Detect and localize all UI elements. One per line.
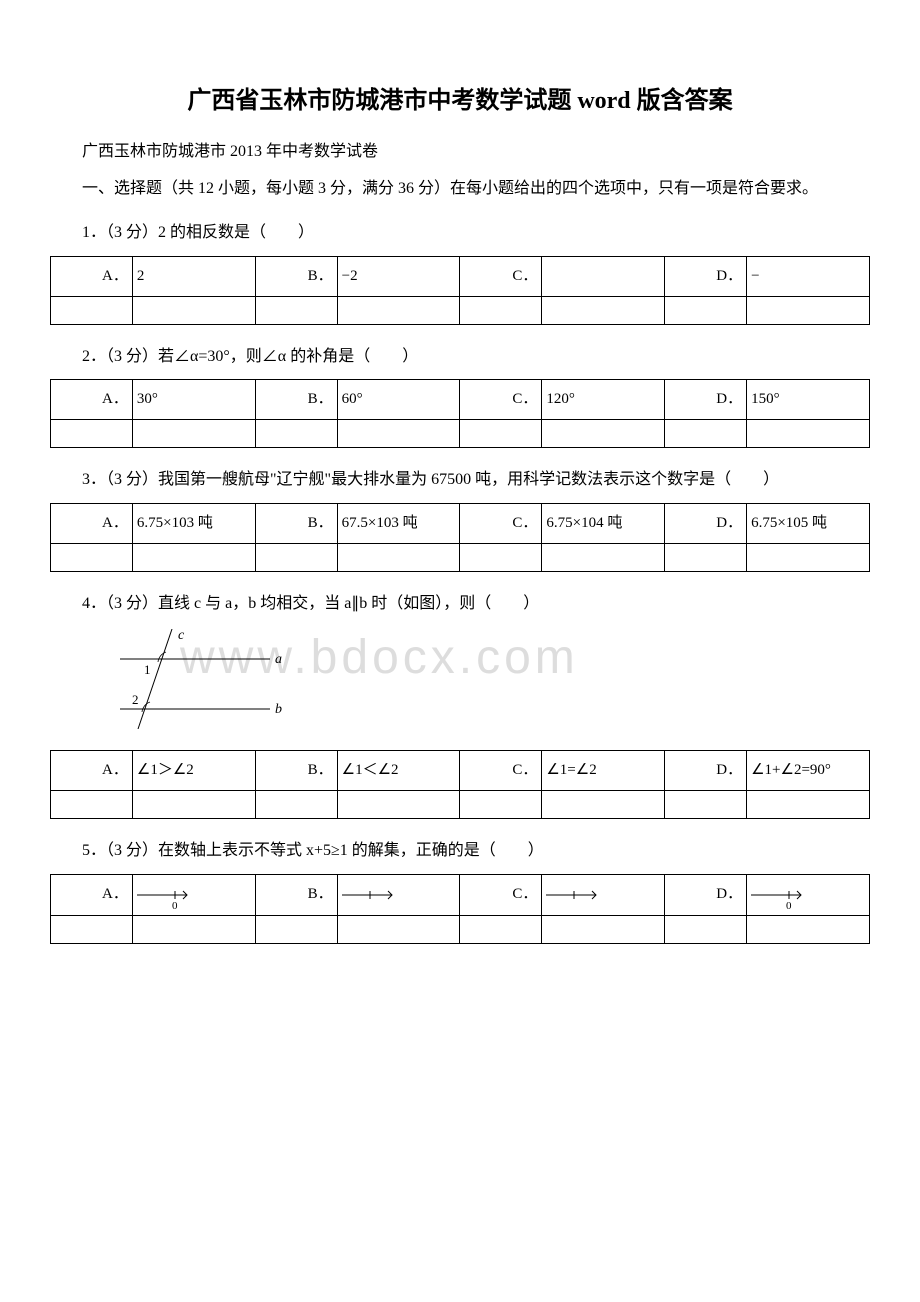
q4-label-D: D． [665, 750, 747, 790]
q4-figure: c a b 1 2 [110, 629, 870, 740]
label-angle1: 1 [144, 662, 151, 677]
q5-options-table: A． 0 B． C． D． [50, 874, 870, 944]
q1-opt-B: −2 [337, 256, 460, 296]
q5-label-C: C． [460, 874, 542, 915]
q1-opt-D: − [747, 256, 870, 296]
q1-label-B: B． [255, 256, 337, 296]
q3-label-C: C． [460, 504, 542, 544]
svg-text:0: 0 [172, 900, 178, 909]
q2-label-A: A． [51, 380, 133, 420]
numline-b-icon [342, 881, 397, 909]
q4-label-B: B． [255, 750, 337, 790]
label-angle2: 2 [132, 692, 139, 707]
section-heading: 一、选择题（共 12 小题，每小题 3 分，满分 36 分）在每小题给出的四个选… [50, 175, 870, 204]
q3-opt-B: 67.5×103 吨 [337, 504, 460, 544]
q3-opt-C: 6.75×104 吨 [542, 504, 665, 544]
numline-d-icon: 0 [751, 881, 806, 909]
q3-opt-A: 6.75×103 吨 [132, 504, 255, 544]
q4-opt-C: ∠1=∠2 [542, 750, 665, 790]
q5-label-B: B． [255, 874, 337, 915]
q1-label-C: C． [460, 256, 542, 296]
q3-opt-D: 6.75×105 吨 [747, 504, 870, 544]
q1-stem: 1．（3 分）2 的相反数是（ ） [50, 219, 870, 248]
q4-stem: 4．（3 分）直线 c 与 a，b 均相交，当 a∥b 时（如图），则（ ） [50, 590, 870, 619]
q1-options-table: A． 2 B． −2 C． D． − [50, 256, 870, 325]
q3-options-table: A． 6.75×103 吨 B． 67.5×103 吨 C． 6.75×104 … [50, 503, 870, 572]
q2-opt-A: 30° [132, 380, 255, 420]
q5-opt-B [337, 874, 460, 915]
q4-opt-B: ∠1＜∠2 [337, 750, 460, 790]
numline-a-icon: 0 [137, 881, 192, 909]
q4-opt-A: ∠1＞∠2 [132, 750, 255, 790]
q2-stem: 2．（3 分）若∠α=30°，则∠α 的补角是（ ） [50, 343, 870, 372]
q3-label-D: D． [665, 504, 747, 544]
q3-label-A: A． [51, 504, 133, 544]
q2-opt-B: 60° [337, 380, 460, 420]
svg-text:0: 0 [786, 900, 792, 909]
label-a: a [275, 652, 282, 667]
q4-label-C: C． [460, 750, 542, 790]
label-b: b [275, 702, 282, 717]
q2-label-C: C． [460, 380, 542, 420]
q4-options-table: A． ∠1＞∠2 B． ∠1＜∠2 C． ∠1=∠2 D． ∠1+∠2=90° [50, 750, 870, 819]
q3-stem: 3．（3 分）我国第一艘航母"辽宁舰"最大排水量为 67500 吨，用科学记数法… [50, 466, 870, 495]
q5-opt-D: 0 [747, 874, 870, 915]
q2-label-B: B． [255, 380, 337, 420]
q5-label-D: D． [665, 874, 747, 915]
q5-opt-A: 0 [132, 874, 255, 915]
q5-opt-C [542, 874, 665, 915]
q4-opt-D: ∠1+∠2=90° [747, 750, 870, 790]
q4-label-A: A． [51, 750, 133, 790]
page-title: 广西省玉林市防城港市中考数学试题 word 版含答案 [50, 80, 870, 123]
q1-label-D: D． [665, 256, 747, 296]
q1-opt-A: 2 [132, 256, 255, 296]
label-c: c [178, 629, 185, 643]
q5-label-A: A． [51, 874, 133, 915]
q3-label-B: B． [255, 504, 337, 544]
q2-opt-C: 120° [542, 380, 665, 420]
q1-label-A: A． [51, 256, 133, 296]
q2-label-D: D． [665, 380, 747, 420]
subtitle: 广西玉林市防城港市 2013 年中考数学试卷 [50, 138, 870, 167]
q2-options-table: A． 30° B． 60° C． 120° D． 150° [50, 379, 870, 448]
parallel-lines-diagram: c a b 1 2 [110, 629, 310, 729]
q2-opt-D: 150° [747, 380, 870, 420]
q1-opt-C [542, 256, 665, 296]
q5-stem: 5．（3 分）在数轴上表示不等式 x+5≥1 的解集，正确的是（ ） [50, 837, 870, 866]
numline-c-icon [546, 881, 601, 909]
